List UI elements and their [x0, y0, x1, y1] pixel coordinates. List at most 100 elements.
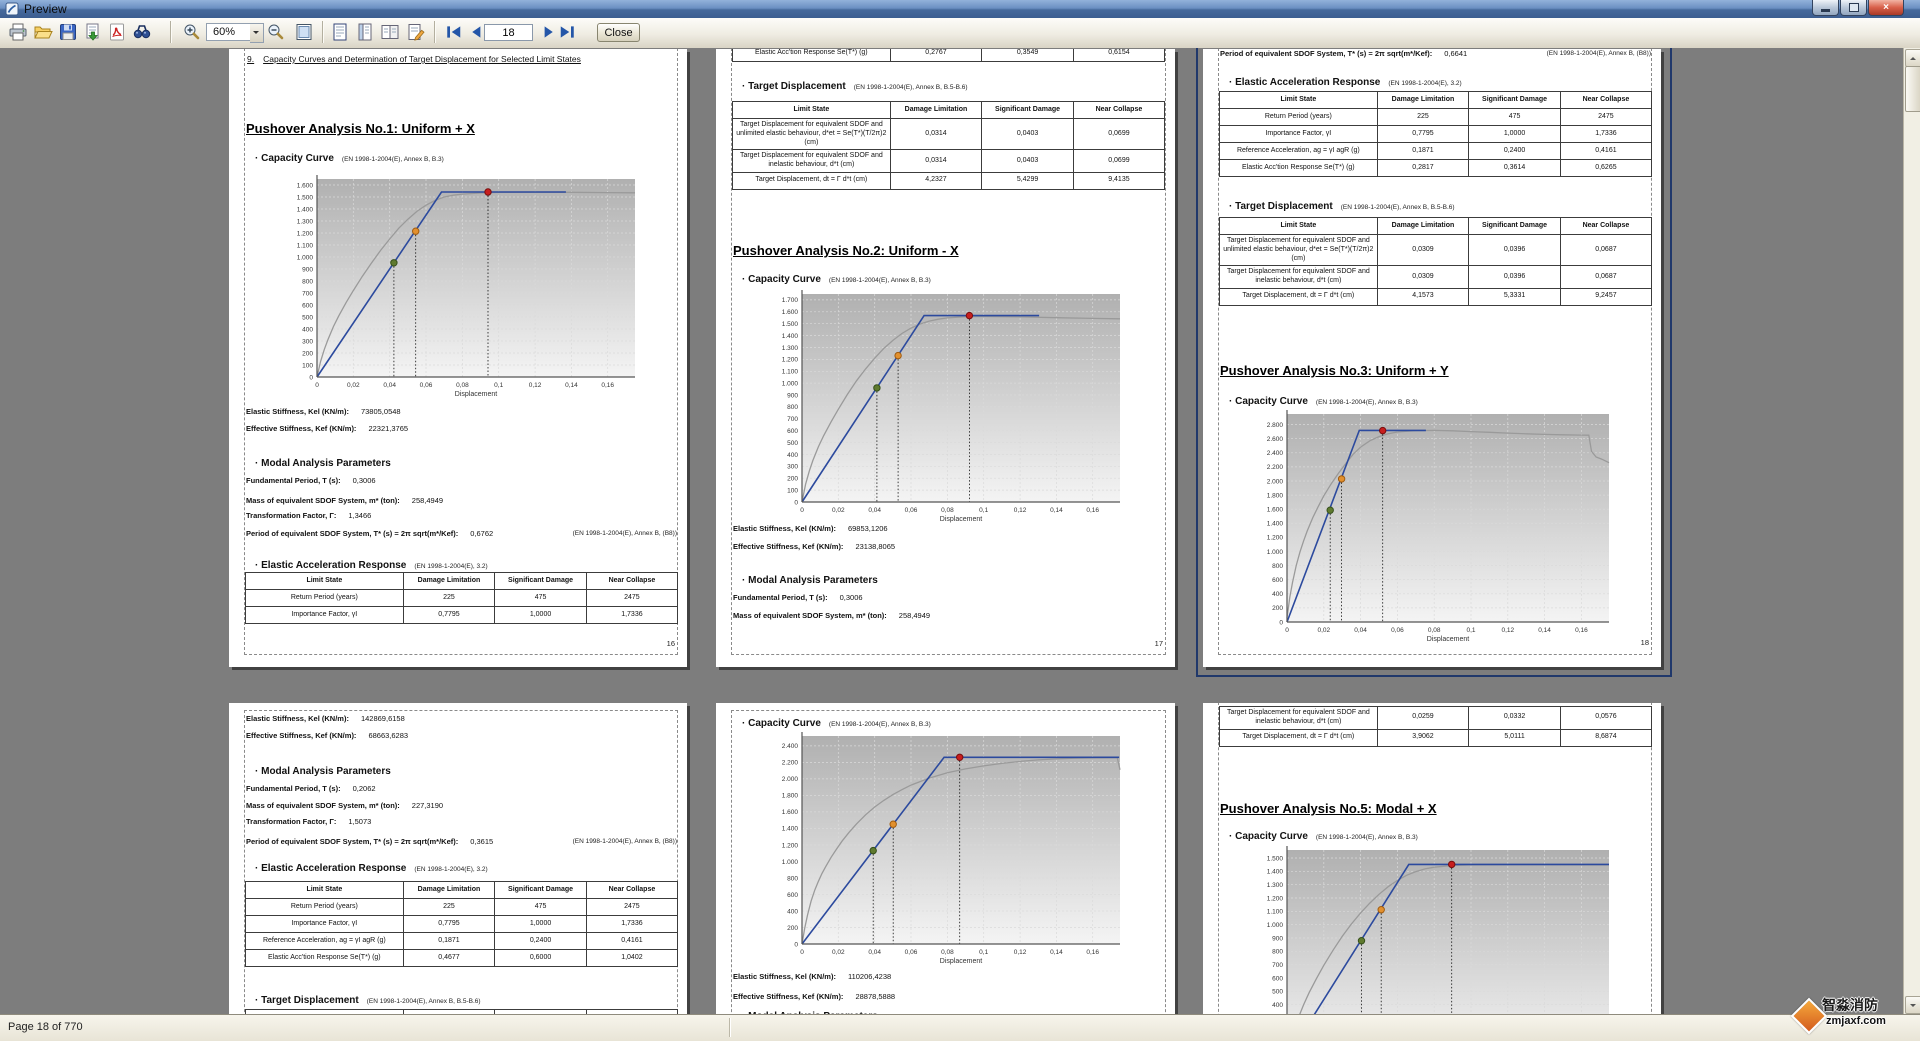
zoom-in-icon[interactable]: [182, 22, 202, 42]
document-page-18[interactable]: Period of equivalent SDOF System, T* (s)…: [1203, 49, 1661, 667]
scroll-up-icon[interactable]: [1905, 49, 1920, 67]
table-header-cell: Near Collapse: [585, 572, 679, 590]
svg-text:0,06: 0,06: [905, 507, 918, 514]
printed-page-number: 17: [1154, 639, 1163, 648]
restore-button[interactable]: [1840, 0, 1867, 16]
svg-text:2.000: 2.000: [1267, 478, 1284, 485]
svg-text:1.400: 1.400: [297, 206, 314, 213]
svg-text:1.500: 1.500: [782, 321, 799, 328]
document-page-21[interactable]: Target Displacement for equivalent SDOF …: [1203, 703, 1661, 1014]
table-cell: 1,0000: [494, 606, 587, 624]
page-number-input[interactable]: [484, 24, 533, 41]
close-button[interactable]: Close: [597, 23, 640, 42]
stat-line: Period of equivalent SDOF System, T* (s)…: [246, 529, 677, 538]
capacity-curve-heading: Capacity Curve(EN 1998-1-2004(E), Annex …: [1229, 391, 1418, 409]
svg-text:0,14: 0,14: [1538, 627, 1551, 634]
svg-text:0: 0: [1279, 619, 1283, 626]
last-page-icon[interactable]: [557, 22, 574, 42]
svg-text:0,06: 0,06: [1391, 627, 1404, 634]
table-header-cell: Limit State: [245, 1009, 404, 1014]
open-icon[interactable]: [33, 22, 53, 42]
svg-text:0,02: 0,02: [1317, 627, 1330, 634]
capacity-curve-heading: Capacity Curve(EN 1998-1-2004(E), Annex …: [742, 269, 931, 287]
fit-page-icon[interactable]: [294, 22, 314, 42]
svg-text:0: 0: [315, 382, 319, 389]
table-cell: 0,4161: [585, 932, 679, 950]
table-header-cell: Near Collapse: [1559, 217, 1653, 235]
close-window-button[interactable]: ×: [1868, 0, 1904, 16]
stat-line: Transformation Factor, Γ: 1,3466: [246, 511, 372, 520]
title-bar: Preview ×: [0, 0, 1920, 19]
stat-line: Mass of equivalent SDOF System, m* (ton)…: [246, 801, 444, 810]
table-cell: 1,0402: [585, 949, 679, 967]
find-icon[interactable]: [132, 22, 152, 42]
svg-text:2.000: 2.000: [782, 776, 799, 783]
document-page-16[interactable]: 9. Capacity Curves and Determination of T…: [229, 49, 687, 667]
svg-text:1.400: 1.400: [1267, 869, 1284, 876]
stat-line: Period of equivalent SDOF System, T* (s)…: [246, 837, 677, 846]
svg-text:800: 800: [1272, 563, 1283, 570]
pdf-icon[interactable]: [107, 22, 127, 42]
page-setup-icon[interactable]: [406, 22, 426, 42]
table-row: Target Displacement for equivalent SDOF …: [1219, 233, 1653, 267]
facing-pages-view-icon[interactable]: [380, 22, 400, 42]
analysis-title: Pushover Analysis No.2: Uniform - X: [733, 243, 959, 258]
elastic-acceleration-heading: Elastic Acceleration Response(EN 1998-1-…: [255, 555, 488, 573]
previous-page-icon[interactable]: [466, 22, 481, 42]
next-page-icon[interactable]: [539, 22, 553, 42]
document-page-20[interactable]: Capacity Curve(EN 1998-1-2004(E), Annex …: [716, 703, 1175, 1014]
svg-text:0: 0: [800, 949, 804, 956]
table-row: Importance Factor, γI 0,7795 1,0000 1,7336: [245, 915, 679, 933]
table-header-cell: Limit State: [245, 572, 404, 590]
svg-text:1.000: 1.000: [782, 859, 799, 866]
table-cell: 0,1871: [402, 932, 496, 950]
svg-text:Displacement: Displacement: [455, 391, 497, 398]
stat-line: Transformation Factor, Γ: 1,5073: [246, 817, 372, 826]
table-cell: 225: [402, 589, 496, 607]
stat-line: Elastic Stiffness, Kel (KN/m): 142869,615…: [246, 714, 405, 723]
print-icon[interactable]: [8, 22, 28, 42]
analysis-title: Pushover Analysis No.5: Modal + X: [1220, 801, 1437, 816]
table-cell: 2475: [585, 898, 679, 916]
single-page-view-icon[interactable]: [330, 22, 350, 42]
table-header-cell: Damage Limitation: [402, 881, 496, 899]
table-header-cell: Damage Limitation: [1376, 217, 1470, 235]
scrollbar-thumb[interactable]: [1905, 66, 1920, 112]
svg-text:0,04: 0,04: [868, 507, 881, 514]
table-cell: 0,2400: [494, 932, 587, 950]
svg-text:Displacement: Displacement: [940, 516, 982, 523]
table-header-cell: Limit State: [732, 101, 891, 119]
table-cell: 4,2327: [889, 171, 983, 190]
svg-text:1.100: 1.100: [297, 242, 314, 249]
save-icon[interactable]: [58, 22, 78, 42]
printed-page-number: 18: [1640, 638, 1649, 647]
svg-text:400: 400: [787, 908, 798, 915]
zoom-level-dropdown-icon[interactable]: [250, 23, 264, 43]
minimize-button[interactable]: [1812, 0, 1839, 16]
table-row: Target Displacement for equivalent SDOF …: [732, 149, 1166, 173]
zoom-out-icon[interactable]: [266, 22, 286, 42]
table-row: Target Displacement, dt = Γ d*t (cm) 3,90…: [1219, 728, 1653, 747]
stat-line: Effective Stiffness, Kef (KN/m): 22321,37…: [246, 424, 409, 433]
table-cell: 0,0314: [889, 149, 983, 173]
document-page-19[interactable]: Elastic Stiffness, Kel (KN/m): 142869,615…: [229, 703, 687, 1014]
svg-text:2.200: 2.200: [782, 760, 799, 767]
scroll-down-icon[interactable]: [1905, 996, 1920, 1014]
zoom-level-select[interactable]: 60%: [206, 23, 258, 41]
table-cell: 0,0396: [1468, 233, 1561, 267]
page-text-view-icon[interactable]: [355, 22, 375, 42]
vertical-scrollbar[interactable]: [1903, 48, 1920, 1014]
first-page-icon[interactable]: [444, 22, 461, 42]
document-page-17[interactable]: Elastic Acc'tion Response Se(T*) (g) 0,27…: [716, 49, 1175, 667]
table-cell: 0,0403: [981, 149, 1074, 173]
svg-text:0,1: 0,1: [1466, 627, 1475, 634]
svg-text:500: 500: [302, 314, 313, 321]
export-page-icon[interactable]: [83, 22, 103, 42]
toolbar-separator: [170, 21, 172, 43]
table-header-cell: Significant Damage: [494, 881, 587, 899]
table-cell: 9,4135: [1072, 171, 1166, 190]
